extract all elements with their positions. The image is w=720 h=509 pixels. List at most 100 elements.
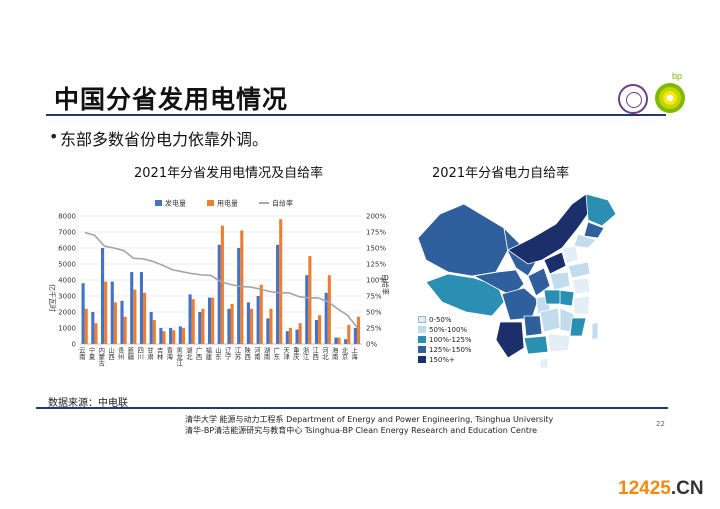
bar-chart-title: 2021年分省发用电情况及自给率 xyxy=(134,166,324,181)
bar xyxy=(308,256,312,344)
title-divider xyxy=(46,114,666,116)
y2-tick-label: 0% xyxy=(366,341,377,349)
x-tick-label: 四川 xyxy=(136,347,144,360)
bar xyxy=(130,272,134,344)
legend-label: 150%+ xyxy=(429,355,455,364)
map-region-liaoning xyxy=(573,233,597,249)
x-tick-label: 天津 xyxy=(282,347,290,361)
bar xyxy=(337,337,341,344)
legend-swatch xyxy=(155,200,162,206)
map-region-jiangsu xyxy=(571,277,591,295)
x-tick-label: 河南 xyxy=(253,347,261,360)
map-region-henan xyxy=(549,271,571,291)
bar xyxy=(143,292,147,344)
y2-tick-label: 25% xyxy=(366,325,382,333)
bar xyxy=(279,219,283,344)
bar xyxy=(324,292,328,344)
x-tick-label: 陕西 xyxy=(243,346,251,361)
x-tick-label: 新疆 xyxy=(126,346,134,361)
legend-label: 发电量 xyxy=(165,199,186,208)
bar xyxy=(211,297,215,344)
data-source-note: 数据来源：中电联 xyxy=(48,398,128,409)
x-tick-label: 浙江 xyxy=(302,346,310,360)
bar xyxy=(162,331,166,344)
footer-line-1: 清华大学 能源与动力工程系 Department of Energy and P… xyxy=(185,415,554,424)
bar-chart-legend: 发电量 用电量 自给率 xyxy=(155,199,293,208)
map-region-hubei xyxy=(543,289,561,305)
bar xyxy=(220,225,224,344)
x-tick-label: 甘肃 xyxy=(146,346,154,361)
map-region-qinghai xyxy=(472,269,525,297)
x-tick-label: 广东 xyxy=(272,346,280,360)
slide-title: 中国分省发用电情况 xyxy=(54,85,289,114)
y-tick-label: 0 xyxy=(72,341,76,349)
legend-swatch xyxy=(418,316,426,323)
map-region-guangxi xyxy=(523,335,549,355)
y2-tick-label: 50% xyxy=(366,309,382,317)
self-sufficiency-line xyxy=(84,231,358,328)
map-region-taiwan xyxy=(591,321,599,341)
map-title: 2021年分省电力自给率 xyxy=(432,166,570,181)
legend-label: 50%-100% xyxy=(429,325,468,334)
bar xyxy=(198,312,202,344)
x-tick-label: 黑龙江 xyxy=(175,347,183,367)
bar xyxy=(327,275,331,344)
map-region-anhui xyxy=(557,289,575,307)
x-tick-label: 吉林 xyxy=(156,347,164,361)
legend-label: 100%-125% xyxy=(429,335,472,344)
bar xyxy=(84,308,88,344)
map-region-hunan xyxy=(539,307,561,333)
bar xyxy=(188,294,192,344)
bar xyxy=(295,329,299,344)
bar xyxy=(353,328,357,344)
bar xyxy=(230,304,234,344)
bar xyxy=(94,323,98,344)
x-tick-label: 云南 xyxy=(78,347,86,360)
chart-axes: 0 1000 2000 3000 4000 5000 6000 7000 8000 0% 25% 50… xyxy=(58,213,386,368)
bar xyxy=(249,308,254,344)
x-tick-label: 海南 xyxy=(331,346,339,360)
bar xyxy=(172,330,176,344)
bar xyxy=(347,324,351,344)
bar xyxy=(113,302,117,344)
map-legend-item: 0-50% xyxy=(418,315,480,324)
bar xyxy=(356,316,361,344)
map-region-hebei xyxy=(561,245,579,265)
map-region-jilin xyxy=(583,221,605,239)
bar xyxy=(256,296,260,344)
bar xyxy=(178,326,182,344)
y-tick-label: 8000 xyxy=(58,213,76,221)
x-tick-label: 河北 xyxy=(321,347,329,361)
map-region-shandong xyxy=(567,261,591,279)
legend-label: 0-50% xyxy=(429,315,452,324)
watermark-suffix: .CN xyxy=(670,478,704,499)
bar xyxy=(123,316,127,344)
map-region-shanxi xyxy=(543,251,567,275)
bar xyxy=(266,318,270,344)
x-tick-label: 宁夏 xyxy=(88,346,96,360)
x-tick-label: 青海 xyxy=(165,346,173,361)
bar xyxy=(110,281,114,344)
bar xyxy=(169,328,173,344)
map-legend: 0-50% 50%-100% 100%-125% 125%-150% 150%+ xyxy=(418,314,480,364)
map-region-tibet xyxy=(425,273,505,317)
bar xyxy=(298,323,302,344)
x-tick-label: 山西 xyxy=(107,346,115,361)
x-tick-label: 内蒙古 xyxy=(97,346,105,368)
bar xyxy=(259,284,263,344)
map-region-guizhou xyxy=(523,315,543,337)
legend-swatch xyxy=(418,356,426,363)
site-watermark: 12425.CN xyxy=(618,478,704,500)
map-region-yunnan xyxy=(495,321,525,359)
tsinghua-seal-logo xyxy=(618,84,648,114)
bar xyxy=(305,275,309,344)
x-tick-label: 贵州 xyxy=(117,346,125,360)
bar xyxy=(285,331,289,344)
x-tick-label: 广西 xyxy=(195,346,203,361)
y-tick-label: 6000 xyxy=(58,245,76,253)
map-region-fujian xyxy=(569,317,587,337)
bar xyxy=(149,312,153,344)
line-series xyxy=(84,231,358,328)
bar xyxy=(207,297,212,344)
map-legend-item: 100%-125% xyxy=(418,335,480,344)
